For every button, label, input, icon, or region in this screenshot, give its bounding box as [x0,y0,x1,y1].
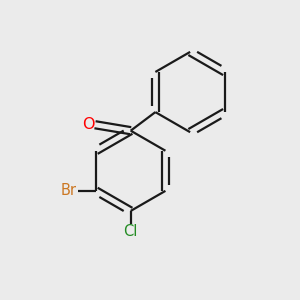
Text: O: O [82,117,95,132]
Text: Cl: Cl [124,224,138,239]
Text: Br: Br [61,183,76,198]
